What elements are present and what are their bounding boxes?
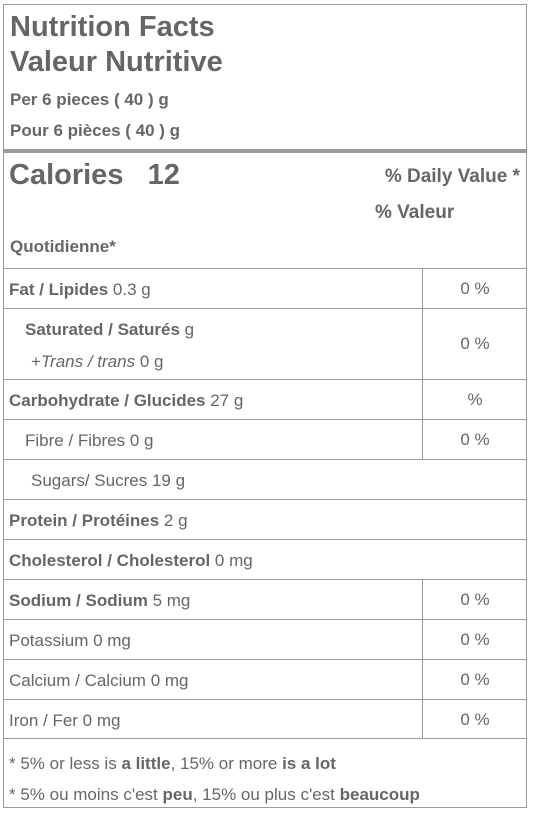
footnote-en-text-1: * 5% or less is	[9, 754, 122, 773]
thick-divider	[4, 149, 526, 153]
sodium-amount: 5 mg	[147, 591, 191, 610]
calories-line: Calories 12	[9, 158, 180, 192]
fibre-label: Fibre / Fibres 0 g	[25, 431, 154, 450]
sodium-percent: 0 %	[422, 580, 527, 619]
cholesterol-amount: 0 mg	[210, 551, 253, 570]
protein-label: Protein / Protéines	[9, 511, 160, 530]
potassium-percent: 0 %	[422, 620, 527, 659]
fat-amount: 0.3 g	[108, 280, 151, 299]
nutrient-row-calcium: Calcium / Calcium 0 mg 0 %	[4, 659, 526, 699]
daily-value-heading-fr-2: Quotidienne*	[10, 237, 116, 256]
cholesterol-label: Cholesterol / Cholesterol	[9, 551, 211, 570]
sodium-label: Sodium / Sodium	[9, 591, 148, 610]
title-french: Valeur Nutritive	[10, 46, 223, 78]
nutrient-row-fat: Fat / Lipides 0.3 g 0 %	[4, 268, 526, 308]
calories-value: 12	[147, 159, 180, 191]
footnote-fr-bold-2: beaucoup	[339, 785, 420, 804]
nutrient-table: Fat / Lipides 0.3 g 0 % Saturated / Satu…	[4, 268, 526, 739]
footnote-fr-text-2: , 15% ou plus c'est	[192, 785, 340, 804]
daily-value-heading: % Daily Value *	[384, 166, 520, 187]
footnote-fr-bold-1: peu	[162, 785, 193, 804]
carbohydrate-amount: 27 g	[205, 391, 244, 410]
footnote-french: * 5% ou moins c'est peu, 15% ou plus c'e…	[9, 785, 420, 805]
nutrient-row-carbohydrate: Carbohydrate / Glucides 27 g %	[4, 379, 526, 419]
calcium-percent: 0 %	[422, 660, 527, 699]
calories-label: Calories	[9, 159, 124, 191]
footnotes: * 5% or less is a little, 15% or more is…	[4, 738, 526, 804]
footnote-en-text-2: , 15% or more	[170, 754, 283, 773]
iron-percent: 0 %	[422, 700, 527, 739]
saturated-label: Saturated / Saturés	[25, 320, 180, 339]
serving-size-english: Per 6 pieces ( 40 ) g	[10, 90, 169, 109]
saturated-amount: g	[179, 320, 195, 339]
iron-label: Iron / Fer 0 mg	[9, 711, 121, 730]
nutrient-row-sugars: Sugars/ Sucres 19 g	[4, 459, 526, 499]
nutrient-row-protein: Protein / Protéines 2 g	[4, 499, 526, 539]
nutrient-row-cholesterol: Cholesterol / Cholesterol 0 mg	[4, 539, 526, 579]
protein-amount: 2 g	[159, 511, 188, 530]
carbohydrate-percent: %	[422, 380, 527, 419]
title-english: Nutrition Facts	[10, 11, 215, 43]
nutrient-row-potassium: Potassium 0 mg 0 %	[4, 619, 526, 659]
nutrient-row-iron: Iron / Fer 0 mg 0 %	[4, 699, 526, 739]
trans-amount: 0 g	[135, 352, 164, 371]
fat-percent: 0 %	[422, 269, 527, 308]
nutrient-row-saturated: Saturated / Saturés g +Trans / trans 0 g…	[4, 308, 526, 379]
nutrient-row-fibre: Fibre / Fibres 0 g 0 %	[4, 419, 526, 459]
nutrition-facts-panel: Nutrition Facts Valeur Nutritive Per 6 p…	[3, 4, 527, 808]
fat-label: Fat / Lipides	[9, 280, 109, 299]
saturated-percent: 0 %	[422, 309, 527, 379]
potassium-label: Potassium 0 mg	[9, 631, 131, 650]
serving-size-french: Pour 6 pièces ( 40 ) g	[10, 121, 181, 140]
footnote-english: * 5% or less is a little, 15% or more is…	[9, 754, 336, 774]
sugars-label: Sugars/ Sucres 19 g	[31, 471, 186, 490]
trans-prefix: +	[31, 352, 41, 371]
carbohydrate-label: Carbohydrate / Glucides	[9, 391, 206, 410]
footnote-en-bold-2: is a lot	[282, 754, 336, 773]
nutrient-row-sodium: Sodium / Sodium 5 mg 0 %	[4, 579, 526, 619]
calcium-label: Calcium / Calcium 0 mg	[9, 671, 189, 690]
daily-value-heading-fr-1: % Valeur	[375, 202, 455, 223]
fibre-percent: 0 %	[422, 420, 527, 459]
footnote-en-bold-1: a little	[121, 754, 171, 773]
trans-label: Trans / trans	[40, 352, 136, 371]
footnote-fr-text-1: * 5% ou moins c'est	[9, 785, 163, 804]
